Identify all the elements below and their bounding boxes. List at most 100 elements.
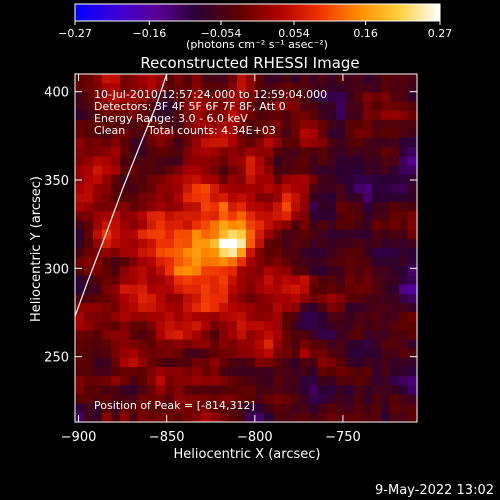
heatmap-cell (201, 385, 211, 396)
heatmap-cell (255, 211, 265, 222)
heatmap-cell (309, 202, 319, 212)
heatmap-cell (120, 312, 130, 322)
heatmap-cell (93, 183, 103, 194)
heatmap-cell (75, 147, 85, 158)
heatmap-cell (309, 348, 319, 359)
heatmap-cell (165, 174, 175, 185)
heatmap-cell (345, 357, 355, 368)
heatmap-cell (174, 74, 184, 84)
heatmap-cell (84, 394, 94, 405)
heatmap-cell (75, 183, 85, 194)
heatmap-cell (318, 312, 328, 322)
heatmap-cell (246, 128, 256, 139)
heatmap-cell (264, 128, 274, 139)
heatmap-cell (219, 412, 229, 422)
heatmap-cell (291, 403, 301, 414)
heatmap-cell (318, 266, 328, 277)
heatmap-cell (219, 110, 229, 121)
heatmap-cell (300, 110, 310, 121)
heatmap-cell (138, 367, 148, 377)
heatmap-cell (102, 92, 112, 103)
heatmap-cell (264, 74, 274, 84)
heatmap-cell (93, 238, 103, 249)
heatmap-cell (309, 293, 319, 304)
heatmap-cell (75, 202, 85, 212)
heatmap-cell (282, 119, 292, 130)
heatmap-cell (291, 385, 301, 396)
heatmap-cell (183, 83, 193, 93)
heatmap-cell (192, 376, 202, 386)
heatmap-cell (84, 257, 94, 267)
heatmap-cell (129, 293, 139, 304)
heatmap-cell (246, 193, 256, 203)
heatmap-cell (318, 248, 328, 258)
heatmap-cell (219, 321, 229, 332)
heatmap-cell (111, 165, 121, 176)
heatmap-cell (183, 266, 193, 277)
heatmap-cell (228, 193, 238, 203)
heatmap-cell (282, 312, 292, 322)
heatmap-cell (228, 266, 238, 277)
heatmap-cell (255, 229, 265, 240)
heatmap-cell (408, 83, 417, 93)
heatmap-cell (408, 376, 417, 386)
heatmap-cell (165, 165, 175, 176)
heatmap-cell (84, 74, 94, 84)
heatmap-cell (381, 128, 391, 139)
heatmap-cell (390, 376, 400, 386)
heatmap-cell (372, 165, 382, 176)
heatmap-cell (120, 147, 130, 158)
heatmap-cell (129, 229, 139, 240)
heatmap-cell (138, 257, 148, 267)
heatmap-cell (363, 312, 373, 322)
heatmap-cell (147, 339, 157, 350)
heatmap-cell (255, 248, 265, 258)
heatmap-cell (408, 321, 417, 332)
heatmap-cell (75, 101, 85, 112)
heatmap-cell (327, 83, 337, 93)
heatmap-cell (345, 156, 355, 167)
heatmap-cell (399, 275, 409, 286)
heatmap-cell (192, 266, 202, 277)
heatmap-cell (138, 348, 148, 359)
heatmap-cell (255, 330, 265, 341)
heatmap-cell (237, 403, 247, 414)
heatmap-cell (264, 403, 274, 414)
heatmap-cell (291, 330, 301, 341)
heatmap-cell (192, 110, 202, 121)
heatmap-cell (75, 74, 85, 84)
heatmap-cell (291, 412, 301, 422)
heatmap-cell (354, 119, 364, 130)
heatmap-cell (381, 183, 391, 194)
heatmap-cell (111, 211, 121, 222)
heatmap-cell (336, 83, 346, 93)
heatmap-cell (120, 83, 130, 93)
heatmap-cell (228, 275, 238, 286)
heatmap-cell (264, 367, 274, 377)
heatmap-cell (372, 248, 382, 258)
heatmap-cell (273, 302, 283, 313)
heatmap-cell (219, 183, 229, 194)
heatmap-cell (363, 101, 373, 112)
heatmap-cell (228, 412, 238, 422)
heatmap-cell (147, 156, 157, 167)
heatmap-cell (102, 138, 112, 148)
heatmap-cell (75, 220, 85, 231)
heatmap-cell (381, 376, 391, 386)
heatmap-cell (201, 174, 211, 185)
heatmap-cell (237, 394, 247, 405)
heatmap-cell (255, 147, 265, 158)
heatmap-cell (399, 302, 409, 313)
heatmap-cell (183, 174, 193, 185)
heatmap-cell (273, 110, 283, 121)
heatmap-cell (273, 248, 283, 258)
heatmap-cell (120, 248, 130, 258)
heatmap-cell (219, 238, 229, 249)
heatmap-cell (228, 284, 238, 295)
heatmap-cell (183, 330, 193, 341)
heatmap-cell (390, 74, 400, 84)
heatmap-cell (147, 211, 157, 222)
heatmap-cell (201, 293, 211, 304)
heatmap-cell (102, 174, 112, 185)
heatmap-cell (192, 357, 202, 368)
